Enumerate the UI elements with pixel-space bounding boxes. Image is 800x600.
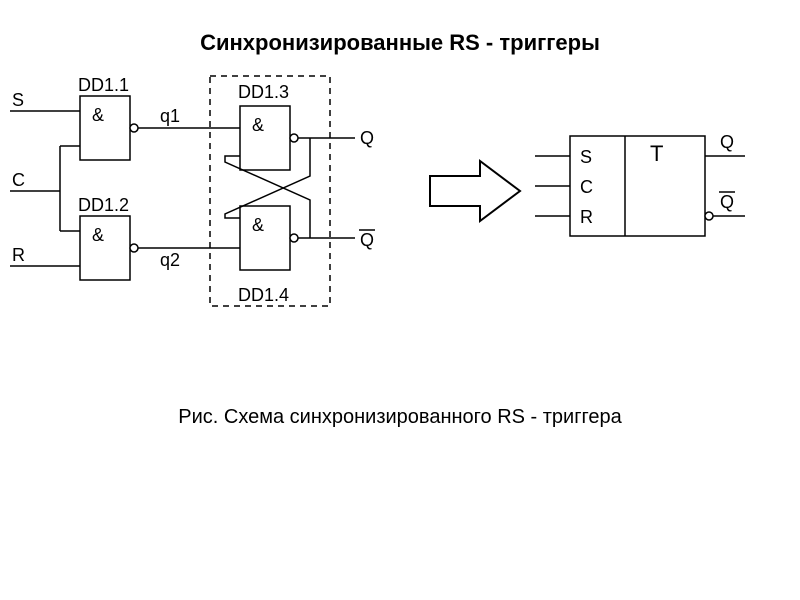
signal-q1-label: q1 [160,106,180,126]
inversion-circle [705,212,713,220]
gate-label: DD1.4 [238,285,289,305]
symbol-output-qbar: Q [719,192,735,212]
svg-text:Q: Q [360,230,374,250]
gate-label: DD1.2 [78,195,129,215]
symbol-input-c: C [580,177,593,197]
trigger-symbol: T S C R Q Q [535,132,745,236]
signal-q2-label: q2 [160,250,180,270]
gate-dd1-1: & DD1.1 [78,75,138,160]
gate-label: DD1.1 [78,75,129,95]
inversion-circle [130,124,138,132]
symbol-output-q: Q [720,132,734,152]
symbol-input-s: S [580,147,592,167]
gate-label: DD1.3 [238,82,289,102]
gate-dd1-4: & DD1.4 [238,206,298,305]
gate-symbol: & [252,215,264,235]
gate-symbol: & [92,105,104,125]
symbol-t-label: T [650,141,663,166]
input-r-label: R [12,245,25,265]
arrow-icon [430,161,520,221]
inversion-circle [290,134,298,142]
figure-caption: Рис. Схема синхронизированного RS - триг… [0,406,800,429]
page-title: Синхронизированные RS - триггеры [0,0,800,56]
circuit-diagram: & DD1.1 & DD1.2 & DD1.3 & DD1.4 S R C q1… [0,56,800,376]
inversion-circle [130,244,138,252]
svg-text:Q: Q [720,192,734,212]
gate-dd1-3: & DD1.3 [238,82,298,170]
gate-symbol: & [252,115,264,135]
inversion-circle [290,234,298,242]
output-q-label: Q [360,128,374,148]
gate-symbol: & [92,225,104,245]
input-s-label: S [12,90,24,110]
symbol-input-r: R [580,207,593,227]
output-qbar-label: Q [359,230,375,250]
gate-dd1-2: & DD1.2 [78,195,138,280]
input-c-label: C [12,170,25,190]
